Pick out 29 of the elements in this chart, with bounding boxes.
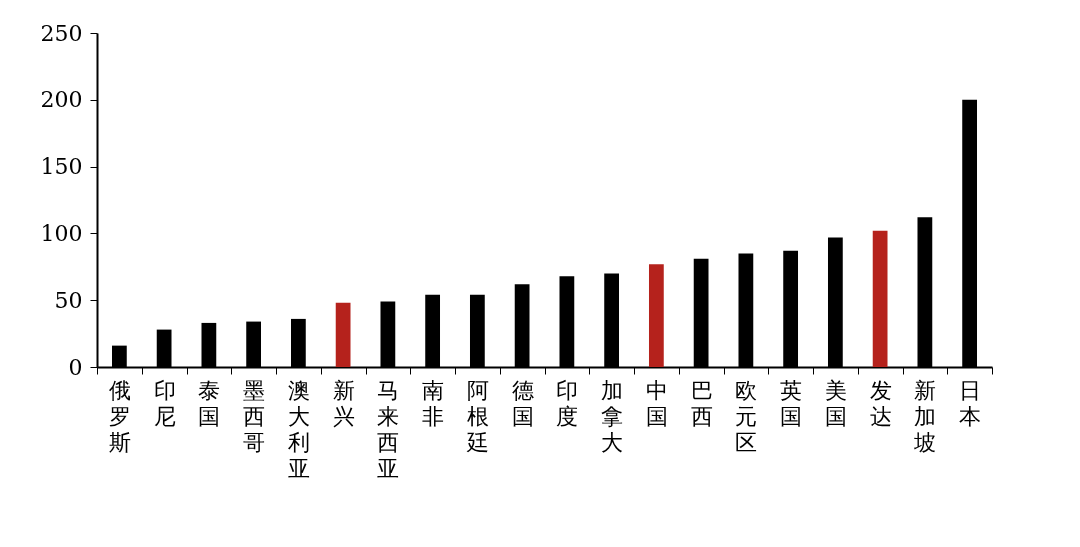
x-tick-label: 俄罗斯 <box>108 377 131 455</box>
x-tick-label: 欧元区 <box>735 377 758 455</box>
x-tick-label: 发达 <box>869 377 892 429</box>
x-tick-label: 印度 <box>556 377 579 429</box>
x-tick-label: 巴西 <box>690 377 713 429</box>
x-tick-label: 马来西亚 <box>377 377 400 481</box>
x-tick-label: 南非 <box>422 377 445 429</box>
x-tick-label: 中国 <box>645 377 668 429</box>
y-tick-label: 100 <box>40 220 83 246</box>
y-tick-label: 50 <box>54 287 83 313</box>
x-tick-label: 日本 <box>959 377 982 429</box>
x-tick-label: 加拿大 <box>601 377 624 455</box>
x-tick-label: 美国 <box>824 377 847 429</box>
x-tick-label: 新加坡 <box>913 377 937 455</box>
bar <box>648 264 664 367</box>
y-tick-label: 200 <box>40 87 83 113</box>
x-tick-label: 英国 <box>780 377 803 429</box>
y-tick-label: 0 <box>68 354 83 380</box>
x-tick-label: 阿根廷 <box>465 377 489 455</box>
x-tick-label: 德国 <box>511 377 534 429</box>
y-tick-label: 150 <box>40 154 83 180</box>
x-tick-label: 新兴 <box>332 377 355 429</box>
x-tick-label: 澳大利亚 <box>287 377 310 481</box>
x-tick-label: 印尼 <box>153 377 176 429</box>
y-tick-label: 250 <box>40 20 83 46</box>
bar <box>335 302 351 367</box>
x-tick-label: 泰国 <box>198 377 221 429</box>
x-tick-label: 墨西哥 <box>243 377 266 455</box>
bar <box>872 230 888 367</box>
